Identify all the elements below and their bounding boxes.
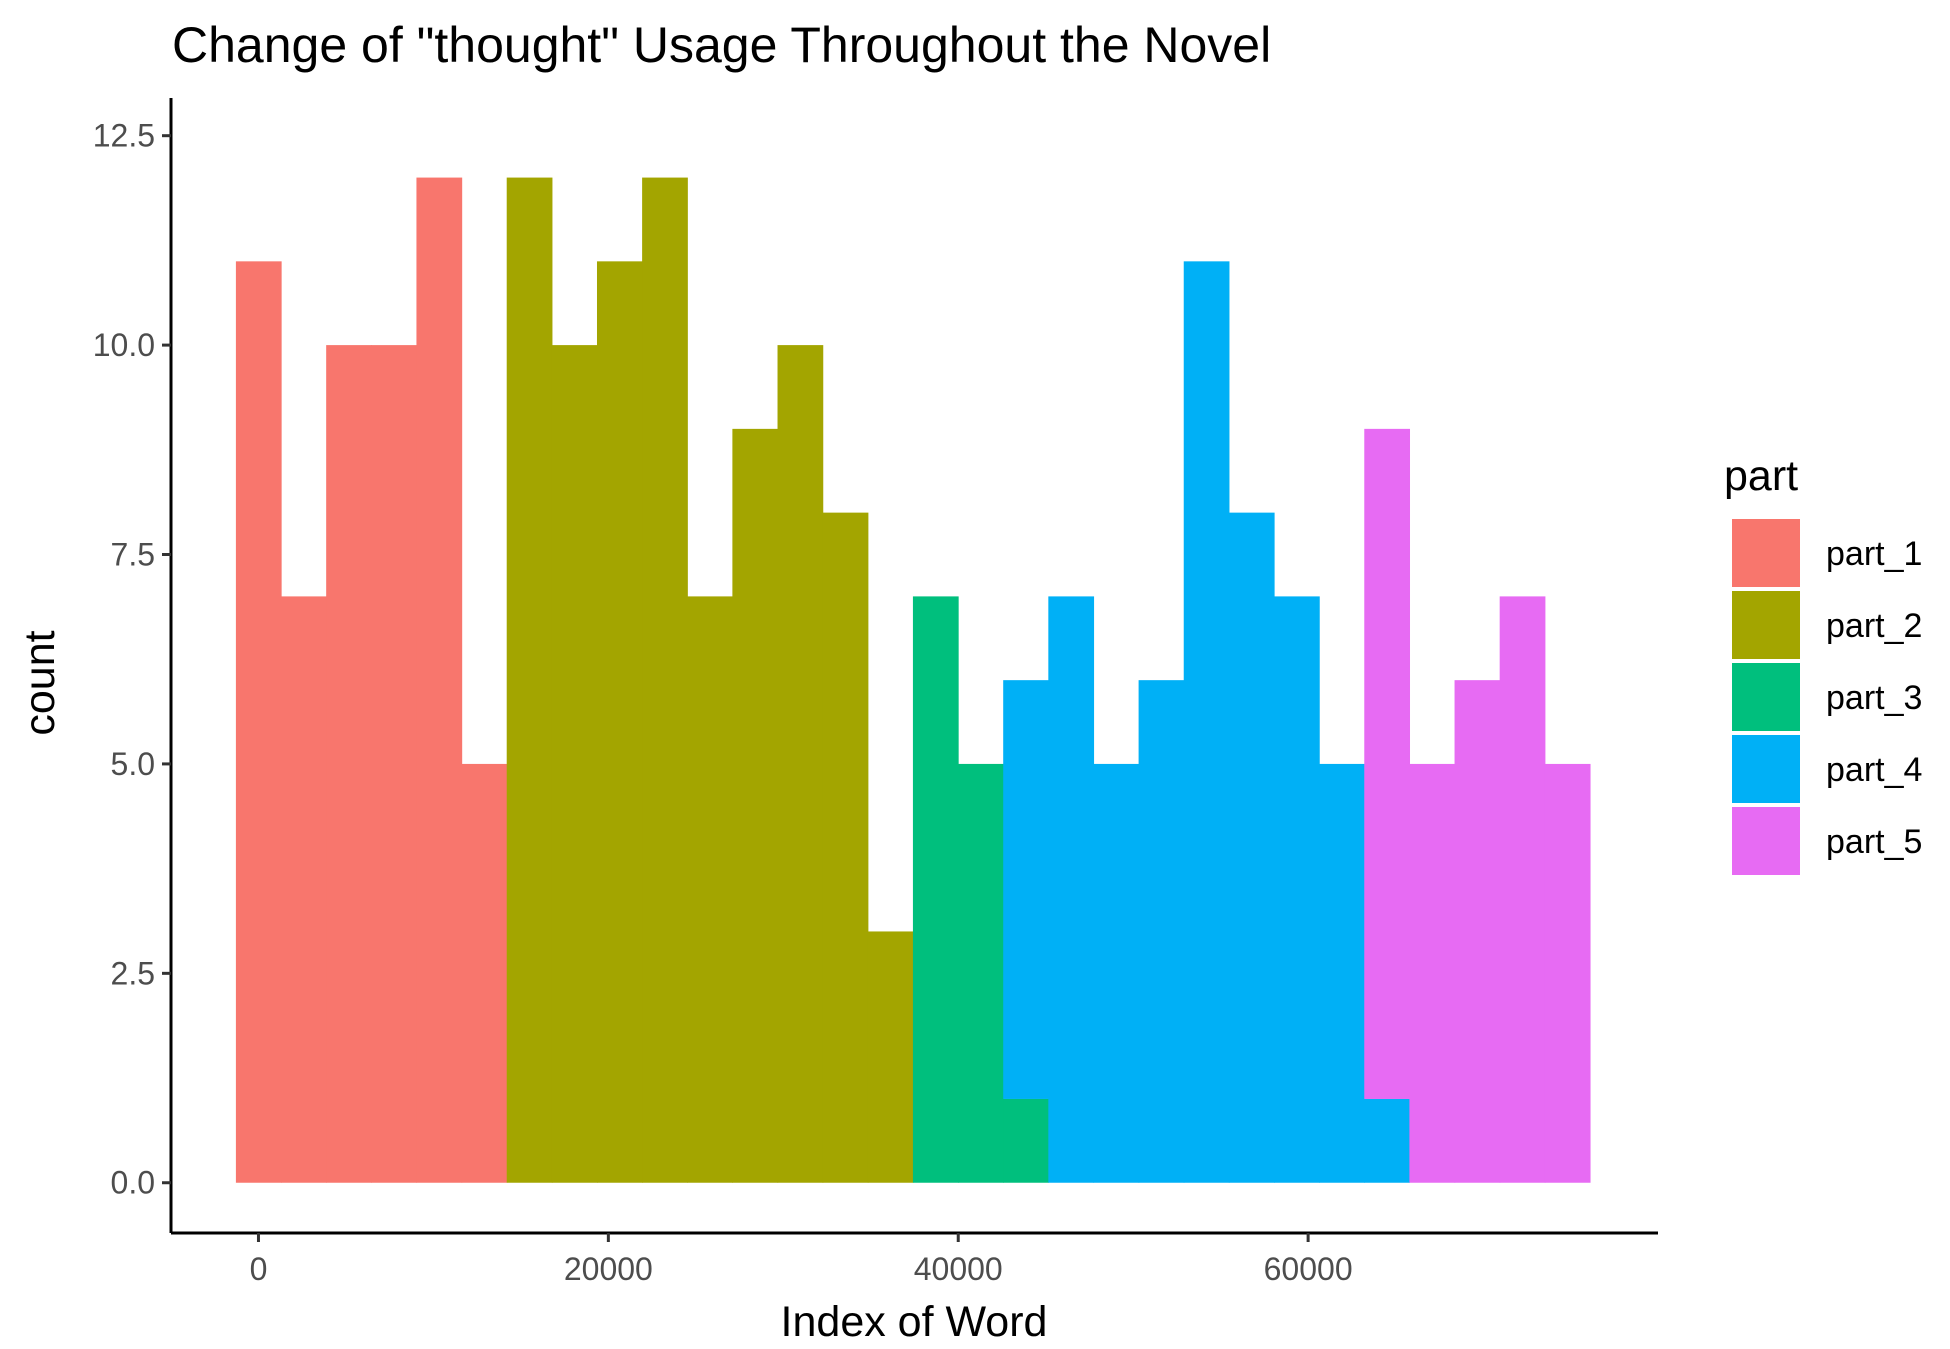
bar-part_1 [326, 345, 372, 1183]
x-axis-title: Index of Word [781, 1298, 1048, 1346]
legend-title: part [1724, 452, 1798, 500]
bar-part_3 [1003, 1098, 1049, 1183]
bar-part_5 [1364, 428, 1411, 1099]
x-tick-label: 60000 [1264, 1251, 1353, 1287]
bar-part_4 [1003, 680, 1049, 1099]
bar-part_5 [1499, 596, 1546, 1183]
bar-part_2 [687, 596, 733, 1183]
legend-swatch-part_4 [1732, 735, 1800, 803]
x-tick-label: 20000 [564, 1251, 653, 1287]
x-axis-ticks: 0 20000 40000 60000 [250, 1233, 1353, 1287]
bar-part_3 [958, 763, 1004, 1183]
legend-label-part_2: part_2 [1826, 607, 1922, 645]
legend-swatch-part_2 [1732, 591, 1800, 659]
bar-part_2 [732, 428, 779, 1183]
bar-part_2 [777, 345, 824, 1183]
bar-part_4 [1319, 763, 1365, 1183]
y-tick-label: 5.0 [111, 746, 155, 782]
legend-swatch-part_1 [1732, 519, 1800, 587]
bar-part_4 [1138, 680, 1185, 1183]
x-tick-label: 40000 [914, 1251, 1003, 1287]
bar-part_2 [596, 261, 643, 1183]
legend-swatch-part_5 [1732, 807, 1800, 875]
bar-part_1 [235, 261, 282, 1183]
bar-part_4 [1093, 763, 1140, 1183]
legend-label-part_1: part_1 [1826, 535, 1922, 573]
chart-title: Change of "thought" Usage Throughout the… [172, 17, 1271, 73]
bars-layer [235, 177, 1591, 1183]
bar-part_4 [1228, 512, 1275, 1183]
y-tick-label: 12.5 [93, 118, 155, 154]
y-axis-ticks: 0.0 2.5 5.0 7.5 10.0 12.5 [93, 118, 171, 1201]
bar-part_1 [371, 345, 418, 1183]
bar-part_2 [822, 512, 869, 1183]
legend-swatch-part_3 [1732, 663, 1800, 731]
bar-part_2 [642, 177, 688, 1183]
bar-part_2 [506, 177, 553, 1183]
bar-part_1 [461, 763, 508, 1183]
legend-label-part_3: part_3 [1826, 679, 1922, 717]
bar-part_5 [1409, 763, 1456, 1183]
bar-part_5 [1544, 763, 1591, 1183]
legend: part part_1 part_2 part_3 part_4 part_5 [1724, 452, 1922, 875]
bar-part_4 [1274, 596, 1320, 1183]
bar-part_1 [416, 177, 463, 1183]
bar-part_2 [551, 345, 598, 1183]
legend-label-part_5: part_5 [1826, 823, 1922, 861]
bar-part_4 [1183, 261, 1230, 1183]
y-axis-title: count [16, 630, 64, 735]
y-tick-label: 10.0 [93, 327, 155, 363]
bar-part_2 [867, 931, 914, 1183]
bar-part_3 [912, 596, 959, 1183]
y-tick-label: 7.5 [111, 537, 155, 573]
bar-part_1 [281, 596, 327, 1183]
bar-part_4 [1364, 1098, 1411, 1183]
bar-part_4 [1048, 596, 1095, 1183]
bar-part_5 [1454, 680, 1501, 1183]
x-tick-label: 0 [250, 1251, 268, 1287]
y-tick-label: 2.5 [111, 955, 155, 991]
y-tick-label: 0.0 [111, 1165, 155, 1201]
legend-label-part_4: part_4 [1826, 751, 1922, 789]
